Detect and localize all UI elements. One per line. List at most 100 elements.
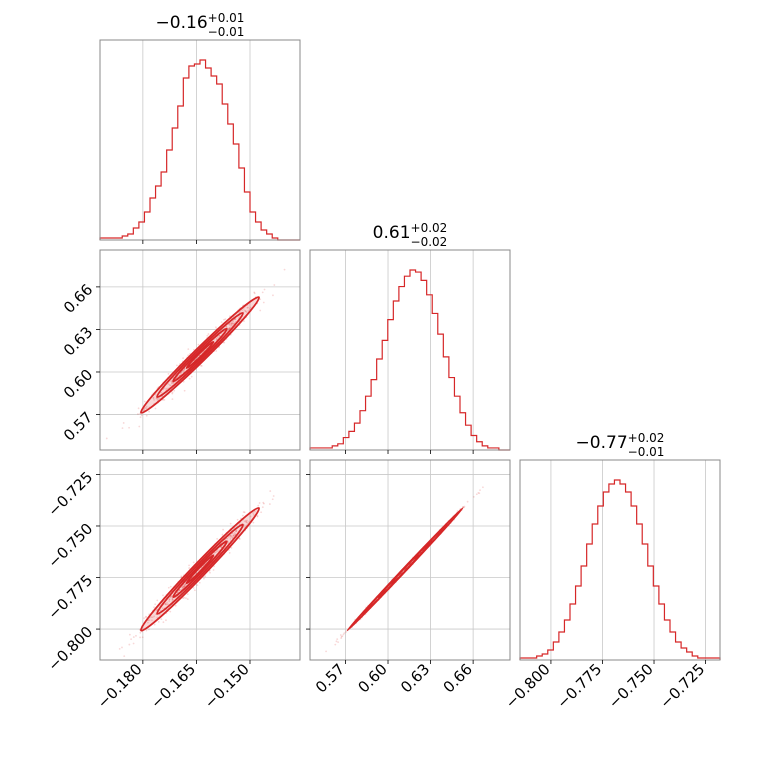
scatter-point [261, 291, 264, 294]
scatter-point [182, 597, 184, 600]
scatter-point [139, 636, 141, 639]
scatter-point [176, 364, 178, 367]
scatter-point [231, 322, 234, 325]
scatter-point [260, 511, 263, 514]
contour-level [185, 340, 215, 370]
scatter-point [238, 311, 241, 314]
scatter-point [183, 584, 186, 587]
scatter-point [252, 513, 255, 516]
scatter-point [162, 398, 165, 401]
scatter-point [235, 530, 238, 533]
scatter-point [138, 425, 141, 428]
scatter-point [171, 398, 174, 401]
scatter-point [232, 319, 235, 322]
scatter-point [164, 602, 167, 605]
scatter-point [148, 619, 151, 622]
scatter-point [165, 619, 167, 622]
scatter-point [249, 515, 252, 518]
scatter-point [336, 638, 339, 641]
scatter-point [164, 603, 167, 605]
contour-level [156, 523, 244, 615]
scatter-point [182, 369, 185, 372]
x-tick-label: 0.66 [440, 660, 476, 696]
scatter-point [216, 537, 219, 540]
scatter-point [475, 493, 478, 496]
scatter-point [238, 315, 241, 317]
scatter-point [244, 310, 247, 313]
scatter-point [213, 338, 216, 341]
x-tick-label: −0.165 [147, 660, 199, 712]
scatter-point [98, 670, 100, 672]
scatter-point [317, 663, 319, 665]
scatter-point [243, 320, 245, 323]
scatter-point [229, 522, 232, 525]
contour-level [390, 554, 420, 585]
panel-frame [309, 459, 511, 661]
contour-level [140, 296, 260, 414]
scatter-point [232, 534, 235, 536]
scatter-point [258, 502, 261, 504]
scatter-point [477, 491, 480, 494]
scatter-point [160, 391, 163, 394]
scatter-point [462, 505, 464, 508]
scatter-point [229, 324, 232, 326]
scatter-point [159, 609, 162, 612]
scatter-point [168, 600, 171, 603]
scatter-point [200, 365, 203, 367]
scatter-point [259, 309, 262, 312]
panel-frame [99, 39, 301, 241]
title-value: −0.77 [576, 433, 628, 453]
scatter-point [227, 328, 230, 330]
scatter-point [105, 437, 108, 440]
scatter-point [183, 369, 186, 371]
frame-0-0 [99, 39, 301, 244]
scatter-point [154, 393, 157, 396]
scatter-point [192, 561, 195, 564]
scatter-point [215, 326, 217, 329]
title-plus: +0.02 [628, 431, 665, 445]
scatter-point [161, 607, 164, 610]
scatter-point [482, 486, 484, 489]
scatter-point [139, 631, 142, 634]
scatter-point [253, 291, 256, 294]
scatter-point [151, 616, 154, 619]
scatter-point [231, 322, 234, 324]
scatter-point [209, 571, 211, 574]
scatter-point [248, 308, 251, 310]
scatter-point [157, 620, 160, 623]
contour-level [139, 506, 261, 632]
scatter-point [171, 598, 174, 601]
scatter-point [170, 380, 172, 383]
scatter-point [197, 343, 200, 346]
scatter-point [223, 341, 226, 344]
pair-content [315, 486, 484, 665]
scatter-point [132, 636, 135, 638]
scatter-point [169, 585, 172, 588]
scatter-point [163, 398, 166, 401]
panel-2-2 [519, 460, 721, 660]
panel-1-1 [309, 250, 510, 451]
scatter-point [227, 536, 230, 538]
y-tick-label: 0.57 [60, 408, 96, 444]
scatter-point [202, 577, 205, 580]
scatter-point [226, 537, 229, 540]
scatter-point [236, 518, 239, 521]
panel-1-0 [100, 250, 300, 450]
scatter-point [216, 336, 219, 339]
scatter-point [256, 515, 259, 518]
scatter-point [145, 629, 148, 632]
scatter-point [145, 414, 148, 417]
scatter-point [153, 398, 155, 401]
panel-2-1 [310, 460, 510, 665]
scatter-point [162, 594, 164, 597]
scatter-point [168, 383, 171, 386]
scatter-point [218, 335, 221, 337]
scatter-point [234, 318, 237, 320]
scatter-point [180, 575, 183, 578]
scatter-point [229, 326, 232, 329]
scatter-point [141, 636, 144, 639]
scatter-point [269, 490, 272, 492]
scatter-point [156, 599, 159, 602]
scatter-point [143, 400, 146, 403]
